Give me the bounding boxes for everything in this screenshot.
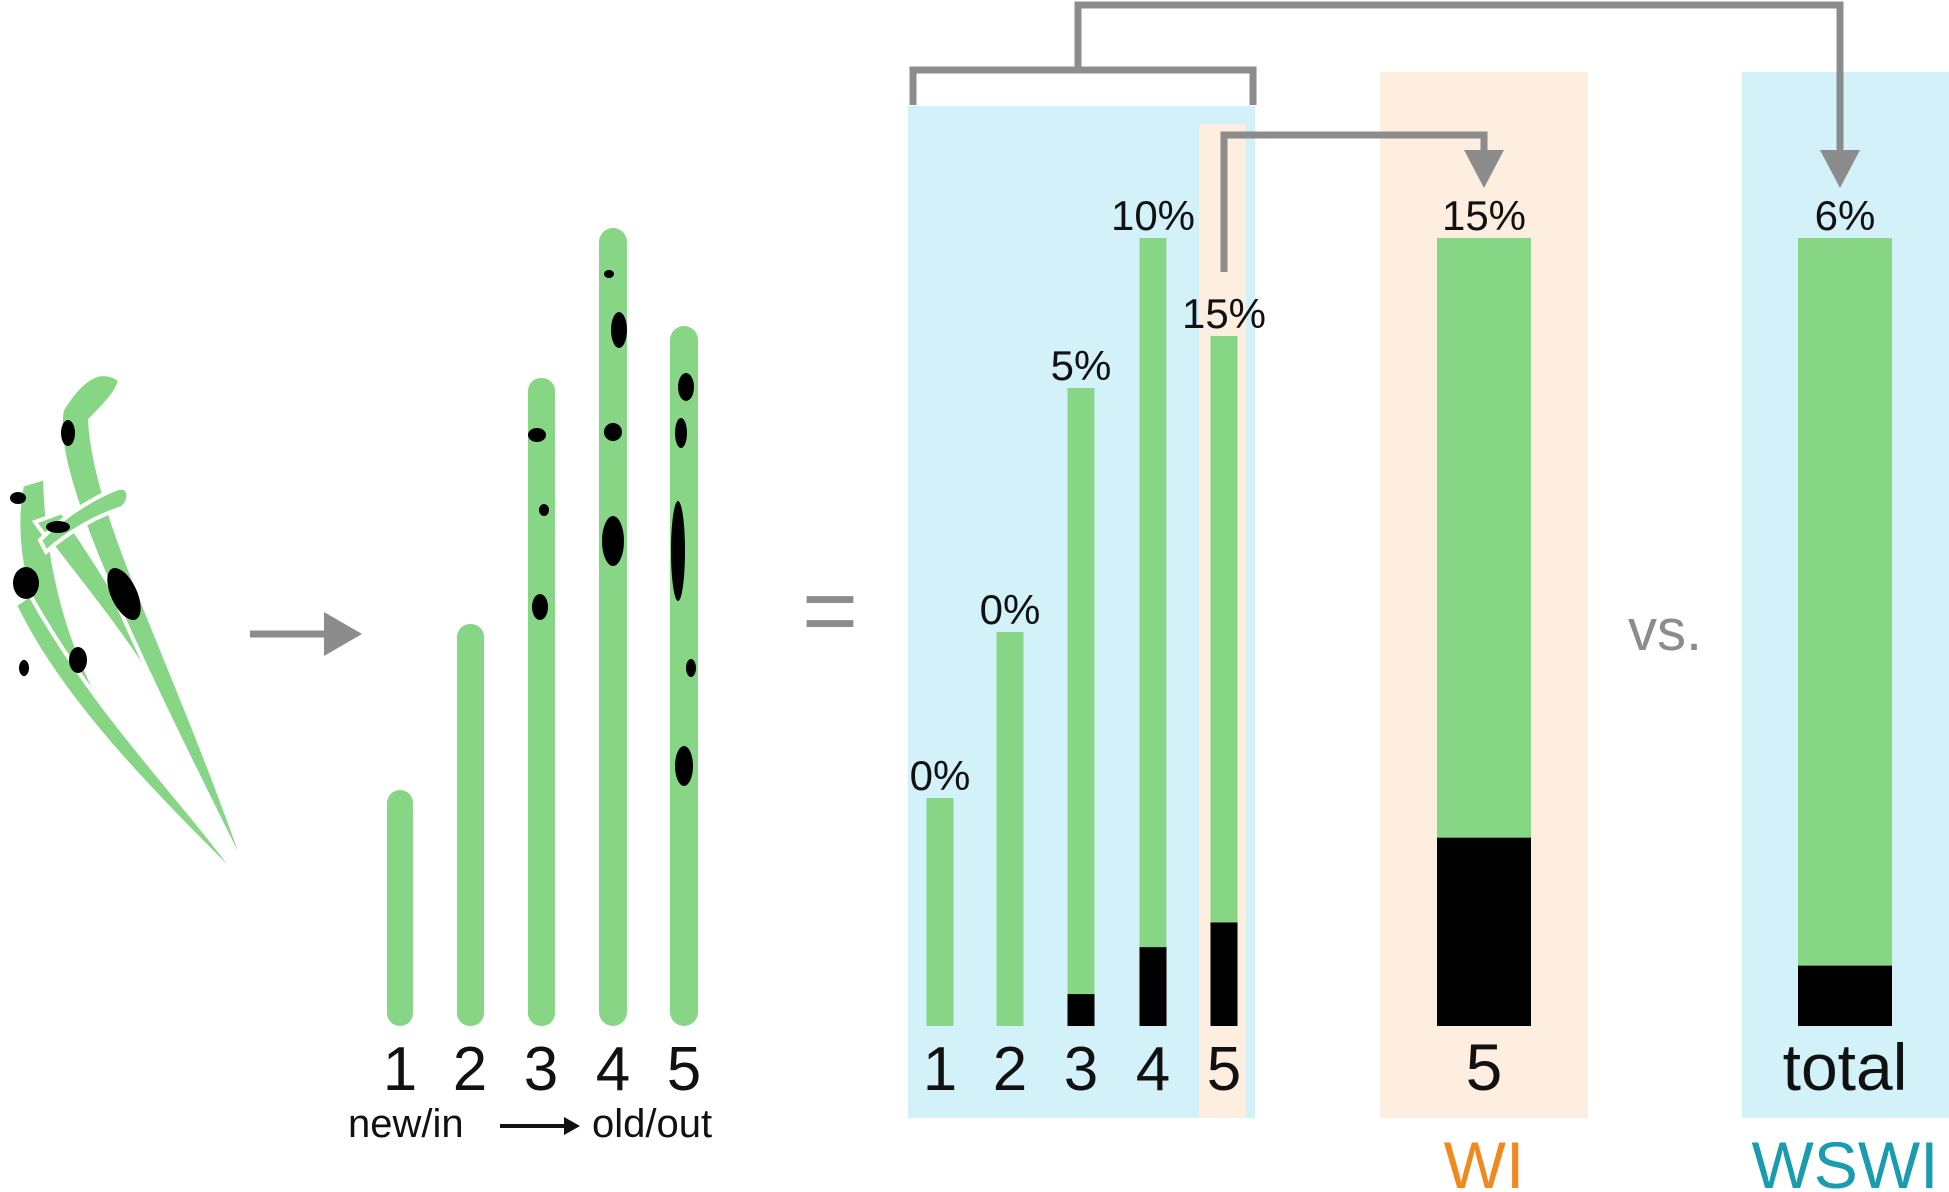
- leaf-label: 3: [524, 1035, 558, 1104]
- damage-spot: [19, 660, 29, 676]
- damage-spot: [678, 373, 694, 401]
- wswi-group-label: WSWI: [1752, 1128, 1939, 1192]
- bar-healthy: [996, 632, 1024, 1026]
- bar-value-label: 0%: [910, 752, 971, 799]
- equals-sign: =: [802, 557, 858, 664]
- bar-value-label: 15%: [1182, 290, 1266, 337]
- axis-left-label: new/in: [348, 1102, 464, 1146]
- damage-spot: [69, 647, 87, 673]
- leaf-2: [457, 624, 484, 1026]
- damage-spot: [10, 492, 26, 504]
- damage-spot: [13, 567, 39, 599]
- damage-spot: [107, 568, 141, 620]
- bar-healthy: [1139, 238, 1167, 1026]
- leaf-5: [670, 326, 698, 1026]
- damage-spot: [611, 312, 627, 348]
- damage-spot: [528, 428, 546, 442]
- damage-spot: [675, 418, 687, 448]
- group-bracket: [909, 66, 1257, 105]
- damage-spot: [61, 420, 75, 446]
- axis-right-label: old/out: [592, 1102, 712, 1146]
- wi-group-label: WI: [1444, 1128, 1525, 1192]
- bar-charts: 0%10%25%310%415%515%56%total: [910, 192, 1908, 1104]
- leaf-3: [528, 378, 555, 1026]
- arrow-head: [564, 1117, 580, 1135]
- bar-healthy: [926, 798, 954, 1026]
- bar-damage: [1210, 922, 1238, 1026]
- arrow-head: [1820, 150, 1860, 188]
- leaf-label: 1: [383, 1035, 417, 1104]
- bar-damage: [1067, 994, 1095, 1026]
- bar-value-label: 6%: [1815, 192, 1876, 239]
- bar-damage: [1437, 837, 1531, 1026]
- bar-healthy: [1798, 238, 1892, 1026]
- damage-spot: [671, 501, 685, 601]
- bar-category-label: total: [1783, 1030, 1908, 1104]
- bar-category-label: 5: [1207, 1035, 1241, 1104]
- bar-healthy: [1067, 388, 1095, 1026]
- leaf-label: 2: [453, 1035, 487, 1104]
- vs-label: vs.: [1628, 598, 1702, 663]
- bar-category-label: 4: [1136, 1035, 1170, 1104]
- leaf-1: [387, 790, 413, 1026]
- bar-category-label: 1: [923, 1035, 957, 1104]
- bar-value-label: 15%: [1442, 192, 1526, 239]
- bar-healthy: [1210, 336, 1238, 1026]
- damage-spot: [46, 521, 70, 533]
- leaf-label: 5: [667, 1035, 701, 1104]
- bar-value-label: 10%: [1111, 192, 1195, 239]
- damage-spot: [686, 659, 696, 677]
- damage-spot: [675, 746, 693, 786]
- bar-category-label: 5: [1466, 1030, 1503, 1104]
- plant-illustration: [10, 372, 252, 887]
- leaf-column: [387, 228, 698, 1026]
- bar-damage: [1139, 947, 1167, 1026]
- damage-spot: [604, 423, 622, 441]
- leaf-label: 4: [596, 1035, 630, 1104]
- bar-category-label: 2: [993, 1035, 1027, 1104]
- bar-value-label: 5%: [1051, 342, 1112, 389]
- arrow-head: [1464, 150, 1504, 188]
- group-to-total-connector: [1074, 1, 1844, 155]
- damage-spot: [532, 594, 548, 620]
- leaf-4: [599, 228, 627, 1026]
- damage-spot: [539, 504, 549, 516]
- damage-spot: [604, 270, 614, 278]
- bar-value-label: 0%: [980, 586, 1041, 633]
- damage-spot: [602, 516, 624, 566]
- arrow-head: [324, 612, 362, 656]
- leaf5-to-wi-connector: [1220, 131, 1488, 272]
- bar-damage: [1798, 965, 1892, 1026]
- bar-category-label: 3: [1064, 1035, 1098, 1104]
